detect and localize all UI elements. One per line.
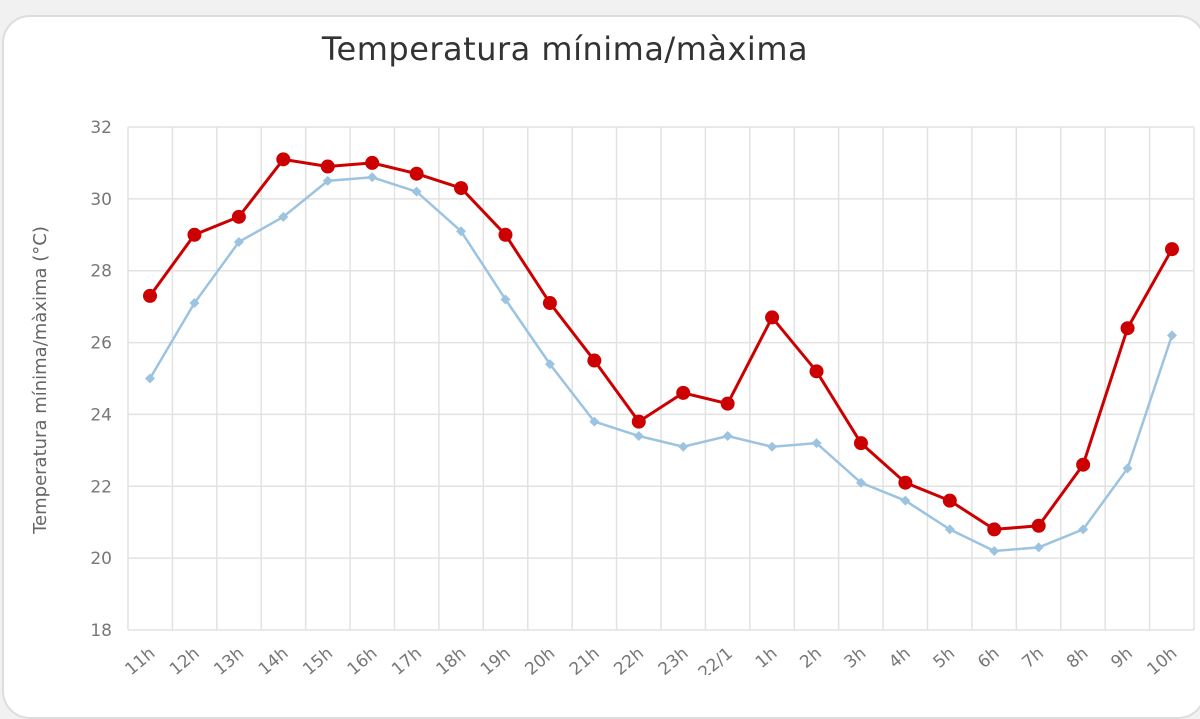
y-tick-label: 24 (90, 405, 112, 425)
data-point (589, 416, 600, 427)
y-tick-labels: 18 20 22 24 26 28 30 32 (90, 118, 112, 641)
data-point (233, 236, 244, 247)
y-tick-label: 22 (90, 477, 112, 497)
data-point (498, 227, 513, 242)
data-point (898, 475, 913, 490)
data-point (409, 166, 424, 181)
data-point (1120, 321, 1135, 336)
data-point (1165, 242, 1179, 257)
x-tick-label: 13h (210, 644, 248, 675)
x-tick-label: 19h (477, 644, 515, 675)
x-tick-label: 11h (122, 644, 160, 675)
data-point (987, 522, 1002, 537)
data-point (365, 155, 380, 170)
x-tick-label: 5h (930, 644, 959, 673)
data-point (767, 441, 778, 452)
x-tick-label: 9h (1107, 644, 1136, 673)
data-point (676, 385, 691, 400)
data-point (454, 181, 469, 196)
x-tick-label: 15h (299, 644, 337, 675)
data-point (542, 296, 557, 311)
data-point (900, 495, 911, 506)
x-tick-label: 12h (166, 644, 204, 675)
data-point (143, 288, 157, 303)
series-line (148, 176, 1174, 553)
x-tick-label: 20h (521, 644, 559, 675)
data-point (367, 172, 378, 183)
y-tick-label: 32 (90, 118, 112, 138)
data-point (678, 441, 689, 452)
x-tick-label: 16h (344, 644, 382, 675)
data-point (1076, 457, 1091, 472)
x-tick-label: 8h (1063, 644, 1092, 673)
data-point (633, 430, 644, 441)
y-tick-label: 26 (90, 334, 112, 354)
data-point (322, 175, 333, 186)
data-point (944, 524, 955, 535)
x-tick-label: 14h (255, 644, 293, 675)
data-point (765, 310, 780, 325)
data-point (587, 353, 602, 368)
series-line (148, 157, 1174, 531)
y-axis-label: Temperatura mínima/màxima (°C) (30, 226, 51, 535)
data-point (500, 294, 511, 305)
data-point (1167, 330, 1177, 341)
y-tick-label: 18 (90, 621, 112, 641)
data-point (145, 373, 155, 384)
y-tick-label: 20 (90, 549, 112, 569)
x-tick-label: 7h (1019, 644, 1048, 673)
grid (127, 126, 1195, 631)
data-point (1031, 518, 1046, 533)
x-tick-label: 2h (796, 644, 825, 673)
x-tick-label: 1h (752, 644, 781, 673)
data-point (320, 159, 335, 174)
data-point (720, 396, 735, 411)
data-point (631, 414, 646, 429)
chart-card (2, 15, 1200, 719)
data-point (853, 436, 868, 451)
data-point (809, 364, 824, 379)
data-point (722, 430, 733, 441)
data-point (276, 152, 291, 167)
y-tick-label: 28 (90, 262, 112, 282)
x-tick-label: 22/1 (695, 644, 737, 675)
x-tick-label: 18h (433, 644, 471, 675)
data-point (544, 359, 555, 370)
data-point (1033, 542, 1044, 553)
data-point (1122, 463, 1133, 474)
y-tick-label: 30 (90, 190, 112, 210)
data-point (989, 545, 1000, 556)
x-tick-label: 3h (841, 644, 870, 673)
x-tick-labels: 11h 12h 13h 14h 15h 16h 17h 18h 19h 20h 21h 22h 23h 2… (122, 644, 1182, 675)
data-point (1078, 524, 1089, 535)
x-tick-label: 22h (610, 644, 648, 675)
x-tick-label: 6h (974, 644, 1003, 673)
x-tick-label: 23h (655, 644, 693, 675)
data-point (189, 298, 200, 309)
data-point (231, 209, 246, 224)
data-point (811, 438, 822, 449)
data-point (855, 477, 866, 488)
data-point (942, 493, 957, 508)
chart-title: Temperatura mínima/màxima (321, 30, 809, 68)
x-tick-label: 17h (388, 644, 426, 675)
x-tick-label: 4h (885, 644, 914, 673)
data-point (187, 227, 202, 242)
data-point (456, 226, 467, 237)
data-point (278, 211, 289, 222)
x-tick-label: 10h (1144, 644, 1182, 675)
data-point (411, 186, 422, 197)
x-tick-label: 21h (566, 644, 604, 675)
series-group (143, 152, 1179, 556)
